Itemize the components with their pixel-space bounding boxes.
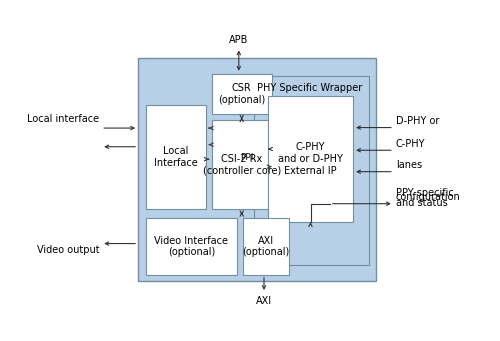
Text: CSR
(optional): CSR (optional) <box>218 83 266 105</box>
Text: PPI: PPI <box>240 153 254 162</box>
Bar <box>212 120 272 209</box>
Text: Local interface: Local interface <box>27 114 100 124</box>
Text: APB: APB <box>229 35 248 45</box>
Bar <box>268 96 353 222</box>
Text: CSI-2 Rx
(controller core): CSI-2 Rx (controller core) <box>202 153 281 175</box>
Text: AXI: AXI <box>256 296 272 306</box>
Text: C-PHY
and or D-PHY
External IP: C-PHY and or D-PHY External IP <box>278 143 343 176</box>
Text: configuration: configuration <box>396 192 460 203</box>
Text: PHY Specific Wrapper: PHY Specific Wrapper <box>258 83 362 93</box>
Text: AXI
(optional): AXI (optional) <box>242 236 290 257</box>
Bar <box>212 74 272 115</box>
Text: and status: and status <box>396 198 448 208</box>
Bar <box>242 218 289 275</box>
Text: D-PHY or: D-PHY or <box>396 116 439 126</box>
Text: Video Interface
(optional): Video Interface (optional) <box>154 236 228 257</box>
Text: lanes: lanes <box>396 160 422 170</box>
Bar <box>146 105 206 209</box>
Text: C-PHY: C-PHY <box>396 139 426 149</box>
Text: Local
Interface: Local Interface <box>154 146 198 168</box>
Bar <box>254 76 368 265</box>
Text: Video output: Video output <box>36 245 100 255</box>
Text: PPY specific: PPY specific <box>396 189 454 198</box>
Bar <box>146 218 237 275</box>
Bar <box>138 58 376 281</box>
